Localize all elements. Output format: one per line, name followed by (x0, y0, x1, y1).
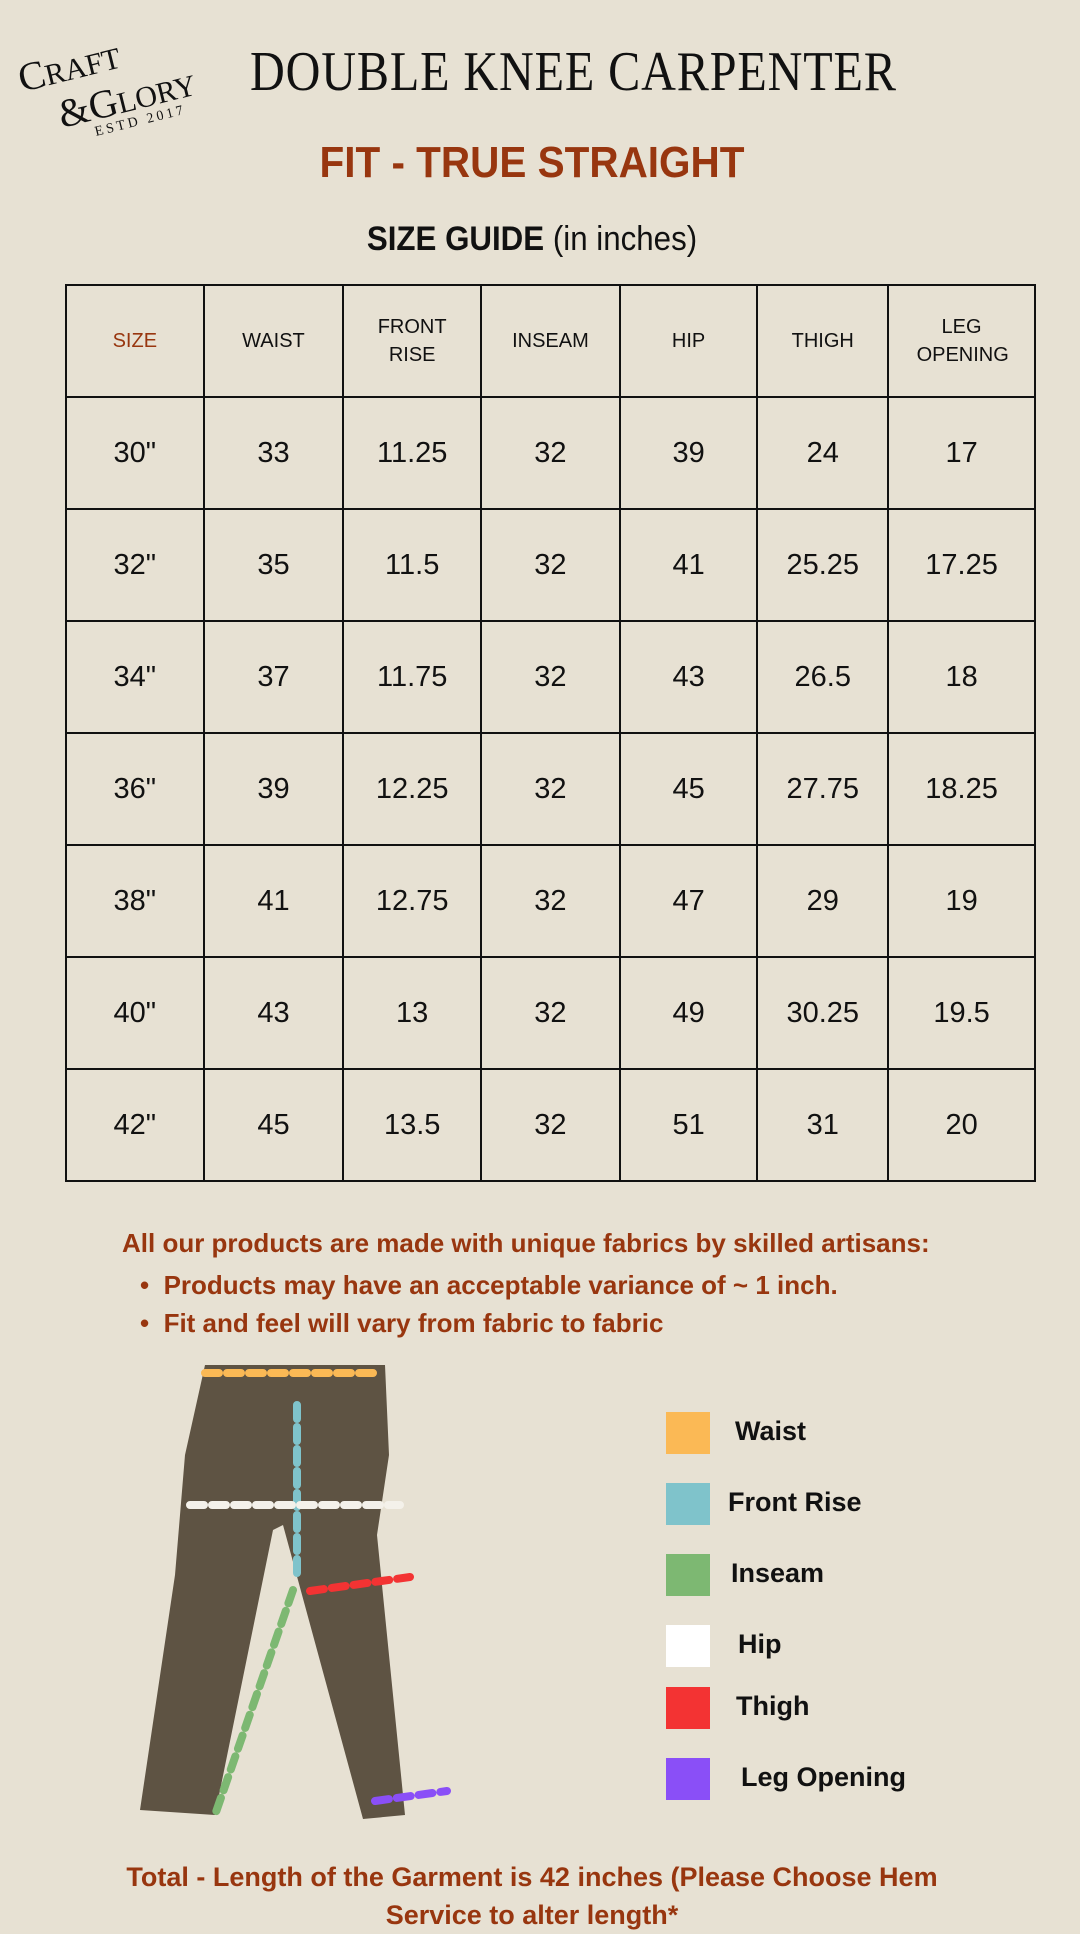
legend-swatch (666, 1625, 710, 1667)
col-header-size: SIZE (65, 284, 205, 398)
note-text: Products may have an acceptable variance… (163, 1270, 838, 1300)
table-cell: 41 (202, 844, 345, 958)
table-cell: 38" (65, 844, 205, 958)
table-cell: 29 (756, 844, 890, 958)
col-header-inseam: INSEAM (480, 284, 621, 398)
table-cell: 12.25 (342, 732, 483, 846)
table-cell: 45 (202, 1068, 345, 1182)
table-cell: 27.75 (756, 732, 890, 846)
size-guide-heading: SIZE GUIDE (in inches) (43, 220, 1022, 259)
size-table: SIZE WAIST FRONT RISE INSEAM HIP THIGH L… (65, 284, 1036, 1182)
col-header-leg-opening: LEG OPENING (887, 284, 1036, 398)
col-header-thigh: THIGH (756, 284, 890, 398)
legend-swatch (666, 1687, 710, 1729)
legend-label: Hip (738, 1629, 782, 1659)
inseam-line (211, 1586, 297, 1819)
leg-opening-line (371, 1787, 451, 1805)
size-guide-units: (in inches) (544, 220, 698, 258)
table-cell: 11.75 (342, 620, 483, 734)
footer-line: Total - Length of the Garment is 42 inch… (126, 1862, 938, 1892)
table-cell: 17 (887, 396, 1036, 510)
table-header-row: SIZE WAIST FRONT RISE INSEAM HIP THIGH L… (65, 284, 1036, 398)
notes-intro: All our products are made with unique fa… (122, 1228, 930, 1258)
table-cell: 47 (618, 844, 759, 958)
legend-label: Inseam (731, 1558, 825, 1588)
footer-line: Service to alter length* (385, 1900, 679, 1930)
table-cell: 32 (480, 732, 621, 846)
table-cell: 36" (65, 732, 205, 846)
table-cell: 39 (618, 396, 759, 510)
table-cell: 24 (756, 396, 890, 510)
table-cell: 32 (480, 396, 621, 510)
fit-heading: FIT - TRUE STRAIGHT (319, 138, 745, 187)
table-cell: 25.25 (756, 508, 890, 622)
table-row: 40" 43 13 32 49 30.25 19.5 (65, 956, 1036, 1070)
legend-swatch (666, 1554, 710, 1596)
legend-swatch (666, 1483, 710, 1525)
legend-label: Front Rise (728, 1487, 862, 1517)
table-cell: 32" (65, 508, 205, 622)
table-cell: 32 (480, 508, 621, 622)
table-cell: 32 (480, 1068, 621, 1182)
table-cell: 19 (887, 844, 1036, 958)
legend-label: Thigh (736, 1691, 810, 1721)
table-cell: 37 (202, 620, 345, 734)
table-row: 42" 45 13.5 32 51 31 20 (65, 1068, 1036, 1182)
table-cell: 31 (756, 1068, 890, 1182)
note-bullet: • Products may have an acceptable varian… (140, 1270, 838, 1300)
table-cell: 26.5 (756, 620, 890, 734)
legend-label: Waist (735, 1416, 807, 1446)
note-bullet: • Fit and feel will vary from fabric to … (140, 1308, 664, 1338)
col-header-waist: WAIST (202, 284, 345, 398)
table-cell: 34" (65, 620, 205, 734)
table-cell: 17.25 (887, 508, 1036, 622)
table-cell: 18 (887, 620, 1036, 734)
table-cell: 43 (202, 956, 345, 1070)
table-cell: 49 (618, 956, 759, 1070)
table-cell: 12.75 (342, 844, 483, 958)
front-rise-label: FRONT RISE (377, 316, 447, 366)
table-cell: 13.5 (342, 1068, 483, 1182)
table-row: 36" 39 12.25 32 45 27.75 18.25 (65, 732, 1036, 846)
size-guide-label: SIZE GUIDE (366, 220, 545, 258)
table-cell: 39 (202, 732, 345, 846)
table-cell: 11.5 (342, 508, 483, 622)
table-cell: 11.25 (342, 396, 483, 510)
table-cell: 32 (480, 956, 621, 1070)
thigh-line (306, 1573, 414, 1595)
product-title: DOUBLE KNEE CARPENTER (250, 41, 897, 103)
craft-and-glory-logo: CRAFT &GLORY ESTD 2017 (18, 32, 200, 138)
table-cell: 42" (65, 1068, 205, 1182)
pants-measurement-diagram (140, 1365, 451, 1819)
footer-note: Total - Length of the Garment is 42 inch… (0, 1858, 1064, 1934)
table-cell: 19.5 (887, 956, 1036, 1070)
table-cell: 40" (65, 956, 205, 1070)
table-row: 34" 37 11.75 32 43 26.5 18 (65, 620, 1036, 734)
table-cell: 45 (618, 732, 759, 846)
legend-label: Leg Opening (741, 1762, 906, 1792)
leg-opening-label: LEG OPENING (916, 316, 1009, 366)
table-cell: 30.25 (756, 956, 890, 1070)
table-cell: 41 (618, 508, 759, 622)
table-row: 38" 41 12.75 32 47 29 19 (65, 844, 1036, 958)
table-cell: 32 (480, 844, 621, 958)
table-cell: 30" (65, 396, 205, 510)
table-row: 32" 35 11.5 32 41 25.25 17.25 (65, 508, 1036, 622)
table-cell: 35 (202, 508, 345, 622)
table-cell: 32 (480, 620, 621, 734)
legend-swatch (666, 1412, 710, 1454)
table-cell: 51 (618, 1068, 759, 1182)
pants-image (140, 1365, 405, 1819)
table-cell: 43 (618, 620, 759, 734)
table-cell: 33 (202, 396, 345, 510)
col-header-hip: HIP (618, 284, 759, 398)
table-cell: 18.25 (887, 732, 1036, 846)
col-header-front-rise: FRONT RISE (342, 284, 483, 398)
table-cell: 13 (342, 956, 483, 1070)
note-text: Fit and feel will vary from fabric to fa… (163, 1308, 664, 1338)
table-cell: 20 (887, 1068, 1036, 1182)
legend-swatch (666, 1758, 710, 1800)
table-row: 30" 33 11.25 32 39 24 17 (65, 396, 1036, 510)
